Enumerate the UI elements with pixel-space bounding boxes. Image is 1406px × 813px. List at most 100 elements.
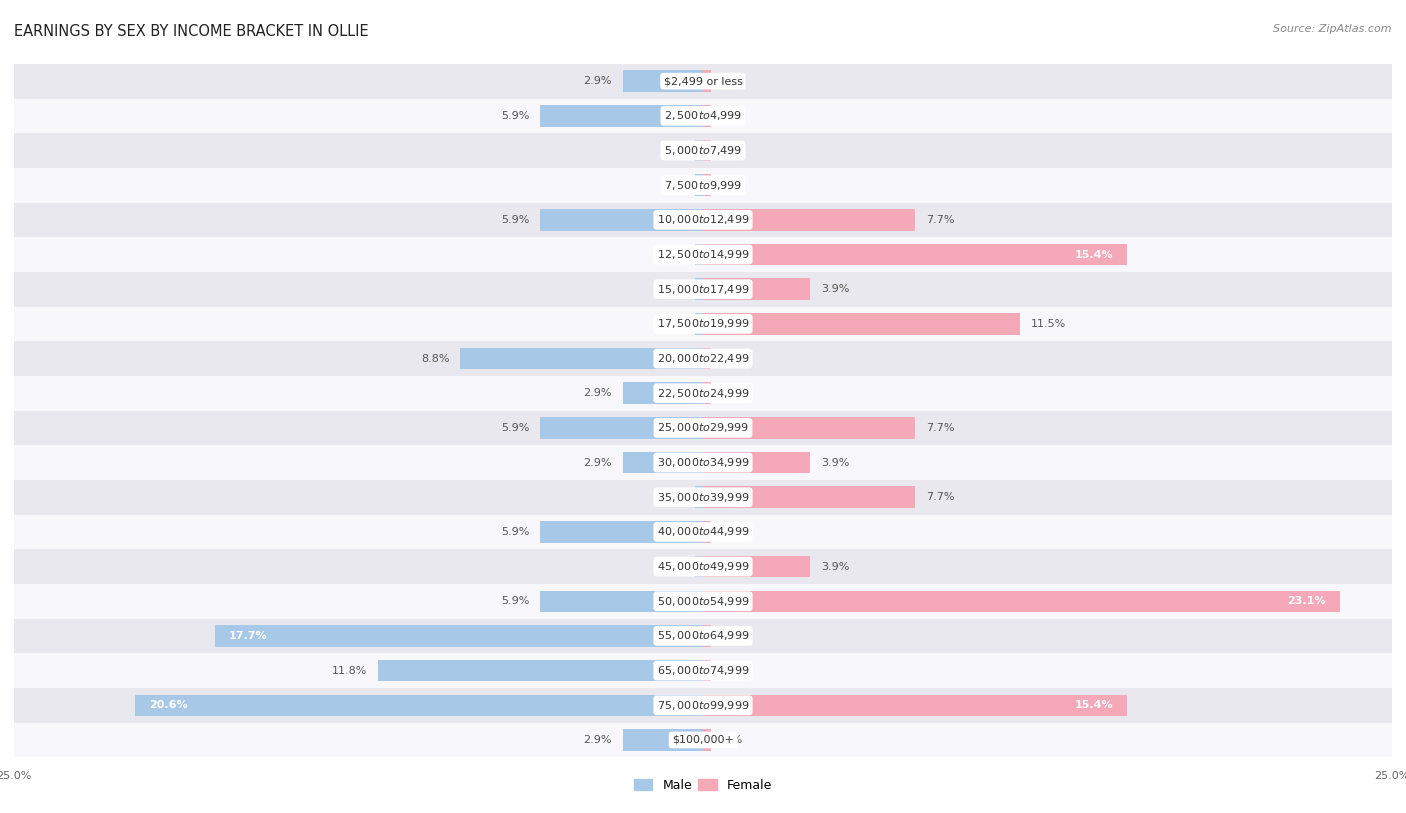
Text: $2,500 to $4,999: $2,500 to $4,999 [664, 110, 742, 122]
Bar [14, 688, 1392, 723]
Bar [703, 556, 810, 577]
Bar [703, 729, 711, 750]
Text: $50,000 to $54,999: $50,000 to $54,999 [657, 595, 749, 608]
Text: $55,000 to $64,999: $55,000 to $64,999 [657, 629, 749, 642]
Bar [703, 244, 1128, 265]
Bar [14, 550, 1392, 584]
Text: 3.9%: 3.9% [821, 285, 849, 294]
Text: $25,000 to $29,999: $25,000 to $29,999 [657, 421, 749, 434]
Bar [623, 729, 703, 750]
Bar [703, 313, 1019, 335]
Text: 5.9%: 5.9% [501, 423, 530, 433]
Text: 7.7%: 7.7% [927, 492, 955, 502]
Bar [14, 584, 1392, 619]
Text: $30,000 to $34,999: $30,000 to $34,999 [657, 456, 749, 469]
Text: 3.9%: 3.9% [821, 458, 849, 467]
Text: 0.0%: 0.0% [714, 146, 742, 155]
Bar [14, 376, 1392, 411]
Bar [540, 417, 703, 439]
Bar [623, 452, 703, 473]
Bar [703, 105, 711, 127]
Text: 5.9%: 5.9% [501, 215, 530, 225]
Bar [14, 723, 1392, 757]
Text: Source: ZipAtlas.com: Source: ZipAtlas.com [1274, 24, 1392, 34]
Text: 0.0%: 0.0% [714, 111, 742, 121]
Bar [703, 452, 810, 473]
Bar [461, 348, 703, 369]
Bar [14, 133, 1392, 167]
Bar [540, 521, 703, 542]
Text: 7.7%: 7.7% [927, 215, 955, 225]
Text: $15,000 to $17,499: $15,000 to $17,499 [657, 283, 749, 296]
Text: 0.0%: 0.0% [664, 180, 692, 190]
Text: 0.0%: 0.0% [714, 631, 742, 641]
Text: $75,000 to $99,999: $75,000 to $99,999 [657, 699, 749, 711]
Text: $17,500 to $19,999: $17,500 to $19,999 [657, 317, 749, 330]
Bar [540, 209, 703, 231]
Bar [135, 694, 703, 716]
Bar [703, 590, 1340, 612]
Text: 2.9%: 2.9% [583, 389, 612, 398]
Text: 17.7%: 17.7% [229, 631, 267, 641]
Text: 2.9%: 2.9% [583, 458, 612, 467]
Bar [703, 175, 711, 196]
Bar [695, 279, 703, 300]
Bar [695, 140, 703, 161]
Text: 0.0%: 0.0% [714, 666, 742, 676]
Text: $40,000 to $44,999: $40,000 to $44,999 [657, 525, 749, 538]
Bar [695, 175, 703, 196]
Bar [695, 244, 703, 265]
Text: 15.4%: 15.4% [1076, 700, 1114, 711]
Bar [14, 341, 1392, 376]
Text: 11.5%: 11.5% [1031, 319, 1066, 329]
Text: $65,000 to $74,999: $65,000 to $74,999 [657, 664, 749, 677]
Text: 0.0%: 0.0% [714, 389, 742, 398]
Text: 2.9%: 2.9% [583, 76, 612, 86]
Text: 0.0%: 0.0% [714, 180, 742, 190]
Text: 5.9%: 5.9% [501, 111, 530, 121]
Bar [14, 202, 1392, 237]
Bar [703, 417, 915, 439]
Text: 2.9%: 2.9% [583, 735, 612, 745]
Bar [14, 307, 1392, 341]
Bar [703, 660, 711, 681]
Bar [703, 279, 810, 300]
Text: 23.1%: 23.1% [1288, 596, 1326, 606]
Bar [623, 382, 703, 404]
Text: 3.9%: 3.9% [821, 562, 849, 572]
Bar [14, 237, 1392, 272]
Text: $45,000 to $49,999: $45,000 to $49,999 [657, 560, 749, 573]
Bar [703, 71, 711, 92]
Text: $20,000 to $22,499: $20,000 to $22,499 [657, 352, 749, 365]
Text: 0.0%: 0.0% [664, 250, 692, 259]
Text: 0.0%: 0.0% [664, 285, 692, 294]
Text: 0.0%: 0.0% [714, 354, 742, 363]
Bar [14, 64, 1392, 98]
Bar [14, 411, 1392, 446]
Text: 20.6%: 20.6% [149, 700, 188, 711]
Text: $22,500 to $24,999: $22,500 to $24,999 [657, 387, 749, 400]
Bar [703, 521, 711, 542]
Text: 15.4%: 15.4% [1076, 250, 1114, 259]
Text: $10,000 to $12,499: $10,000 to $12,499 [657, 213, 749, 226]
Text: $35,000 to $39,999: $35,000 to $39,999 [657, 491, 749, 504]
Bar [14, 515, 1392, 550]
Text: $2,499 or less: $2,499 or less [664, 76, 742, 86]
Legend: Male, Female: Male, Female [628, 774, 778, 797]
Bar [540, 105, 703, 127]
Bar [623, 71, 703, 92]
Bar [703, 382, 711, 404]
Bar [703, 694, 1128, 716]
Bar [14, 272, 1392, 307]
Text: $100,000+: $100,000+ [672, 735, 734, 745]
Bar [703, 486, 915, 508]
Bar [540, 590, 703, 612]
Text: 5.9%: 5.9% [501, 596, 530, 606]
Bar [14, 480, 1392, 515]
Bar [14, 446, 1392, 480]
Text: 0.0%: 0.0% [714, 735, 742, 745]
Text: 7.7%: 7.7% [927, 423, 955, 433]
Text: $12,500 to $14,999: $12,500 to $14,999 [657, 248, 749, 261]
Bar [695, 486, 703, 508]
Text: 0.0%: 0.0% [664, 492, 692, 502]
